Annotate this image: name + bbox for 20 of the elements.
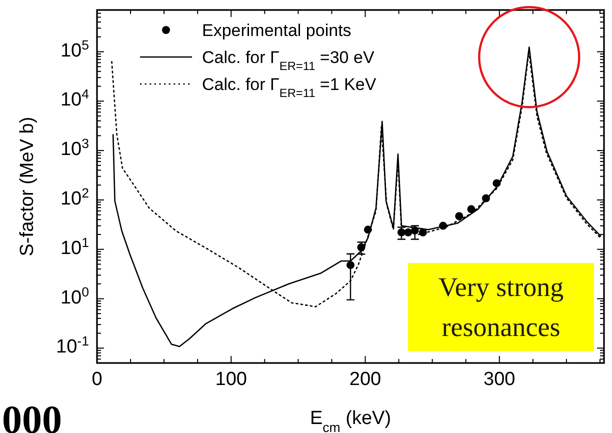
x-tick-label: 100 — [215, 369, 247, 390]
legend-label: Calc. for Γ$_{ER=11}$ =30 eV — [202, 48, 375, 73]
x-axis-title: E$_{cm}$ (keV) — [310, 408, 392, 433]
y-tick-label: 10$^{3}$ — [60, 136, 89, 160]
annotation: Very strong resonances — [438, 272, 564, 342]
y-tick-label: 10$^{0}$ — [60, 284, 89, 308]
x-tick-label: 300 — [484, 369, 516, 390]
point — [467, 205, 476, 214]
y-axis-title: S-factor (MeV b) — [17, 116, 38, 256]
y-tick-label: 10$^{4}$ — [60, 86, 89, 111]
legend-label: Experimental points — [202, 21, 352, 40]
y-tick-label: 10$^{2}$ — [60, 185, 89, 210]
x-tick-label: 200 — [349, 369, 382, 390]
point — [346, 261, 354, 270]
point — [455, 212, 464, 220]
y-tick-label: 10$^{-1}$ — [56, 333, 89, 358]
y-tick-label: 10$^{5}$ — [60, 36, 89, 62]
y-tick-label: 10$^{1}$ — [60, 234, 89, 259]
legend-label: Calc. for Γ$_{ER=11}$ =1 KeV — [202, 75, 377, 100]
x-tick-label: 0 — [92, 369, 102, 390]
